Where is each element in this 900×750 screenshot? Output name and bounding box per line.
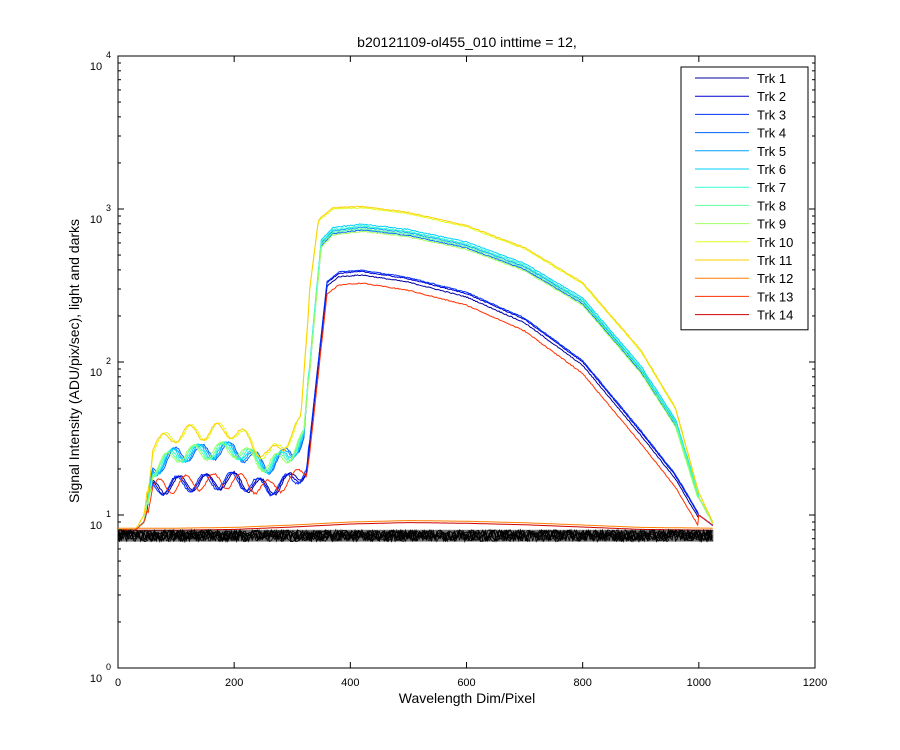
y-tick-label: 10 0	[90, 662, 111, 685]
x-ticks: 0 200 400 600 800 1000 1200	[115, 56, 827, 689]
y-tick-label: 10 3	[90, 203, 111, 226]
y-tick-base: 10	[90, 673, 102, 685]
y-tick-base: 10	[90, 214, 102, 226]
series-line-trk-13	[117, 282, 714, 531]
x-tick-label: 600	[457, 677, 475, 689]
y-tick-base: 10	[90, 367, 102, 379]
legend-entry-label: Trk 2	[757, 89, 786, 104]
legend-entry-label: Trk 1	[757, 71, 786, 86]
series-line-trk-1	[117, 274, 714, 531]
series-line-trk-6	[117, 223, 714, 531]
x-tick-label: 200	[225, 677, 243, 689]
legend-entry-label: Trk 12	[757, 271, 793, 286]
legend-entry-label: Trk 8	[757, 198, 786, 213]
y-tick-base: 10	[90, 61, 102, 73]
chart-title: b20121109-ol455_010 inttime = 12,	[357, 34, 577, 50]
x-tick-label: 0	[115, 677, 121, 689]
dark-frame-line	[117, 528, 713, 543]
legend-entry-label: Trk 10	[757, 235, 793, 250]
y-tick-base: 10	[90, 520, 102, 532]
series-line-trk-7	[118, 224, 714, 531]
x-tick-label: 1200	[803, 677, 827, 689]
legend-entry-label: Trk 6	[757, 162, 786, 177]
legend-box	[680, 66, 809, 331]
legend-entry-label: Trk 14	[757, 308, 793, 323]
series-line-trk-8	[117, 228, 714, 531]
y-tick-exponent: 2	[106, 356, 111, 366]
legend: Trk 1 Trk 2 Trk 3 Trk 4 Trk 5 Trk 6 Trk 7 Trk 8…	[680, 66, 809, 331]
y-tick-exponent: 4	[106, 50, 111, 60]
series-line-trk-11	[117, 205, 714, 531]
y-tick-exponent: 1	[106, 509, 111, 519]
legend-entry-label: Trk 4	[757, 126, 786, 141]
x-tick-label: 400	[341, 677, 359, 689]
series-line-trk-3	[117, 269, 714, 531]
x-tick-label: 800	[573, 677, 591, 689]
legend-entry-label: Trk 7	[757, 180, 786, 195]
series-layer	[117, 205, 714, 531]
y-tick-label: 10 2	[90, 356, 111, 379]
legend-entry-label: Trk 5	[757, 144, 786, 159]
y-tick-label: 10 1	[90, 509, 111, 532]
dark-band-layer	[117, 528, 714, 544]
legend-entry-label: Trk 3	[757, 107, 786, 122]
legend-entry-label: Trk 11	[757, 253, 792, 268]
y-axis-label: Signal Intensity (ADU/pix/sec), light an…	[66, 219, 82, 503]
series-line-trk-14	[118, 522, 713, 531]
series-line-trk-12	[118, 519, 713, 529]
series-line-trk-9	[117, 230, 714, 531]
y-tick-exponent: 3	[106, 203, 111, 213]
y-ticks: 10 0 10 1 10 2 10 3 10 4	[90, 50, 815, 685]
y-tick-label: 10 4	[90, 50, 111, 73]
y-tick-exponent: 0	[106, 662, 111, 672]
legend-entry-label: Trk 9	[757, 217, 786, 232]
x-tick-label: 1000	[687, 677, 711, 689]
legend-entry-label: Trk 13	[757, 289, 793, 304]
x-axis-label: Wavelength Dim/Pixel	[399, 690, 535, 706]
